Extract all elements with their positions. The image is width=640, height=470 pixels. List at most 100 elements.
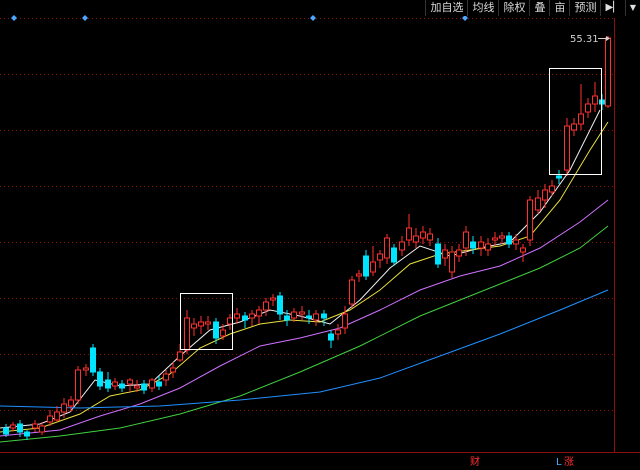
up-candle <box>564 125 570 171</box>
down-candle <box>328 333 334 341</box>
highlight-box-right <box>549 68 602 175</box>
up-candle <box>520 247 526 253</box>
up-candle <box>492 237 498 241</box>
up-candle <box>605 37 611 107</box>
diamond-marker-icon <box>11 15 17 21</box>
top-markers <box>11 15 468 21</box>
marker-l: L <box>556 457 562 468</box>
candlesticks <box>3 36 611 440</box>
up-candle <box>499 235 505 239</box>
up-candle <box>427 233 433 241</box>
up-candle <box>234 313 240 319</box>
down-candle <box>277 295 283 315</box>
up-candle <box>406 227 412 241</box>
overlay-button[interactable]: 叠 <box>529 0 549 16</box>
up-candle <box>112 381 118 387</box>
up-candle <box>220 329 226 337</box>
up-candle <box>263 301 269 311</box>
down-candle <box>506 235 512 245</box>
marker-cai: 财 <box>470 455 480 468</box>
down-candle <box>321 313 327 319</box>
up-candle <box>127 379 133 385</box>
down-candle <box>284 315 290 321</box>
down-candle <box>17 423 23 433</box>
up-candle <box>163 373 169 381</box>
up-candle <box>399 241 405 251</box>
up-candle <box>313 313 319 321</box>
up-candle <box>463 231 469 249</box>
down-candle <box>363 255 369 277</box>
down-candle <box>24 431 30 437</box>
down-candle <box>97 371 103 387</box>
down-candle <box>141 383 147 391</box>
ex-rights-button[interactable]: 除权 <box>498 0 529 16</box>
up-candle <box>32 423 38 429</box>
ma60-line <box>0 289 609 409</box>
down-candle <box>105 379 111 389</box>
down-candle <box>3 427 9 435</box>
up-candle <box>413 235 419 243</box>
down-candle <box>556 175 562 179</box>
up-candle <box>170 367 176 373</box>
up-candle <box>549 185 555 193</box>
up-candle <box>68 399 74 407</box>
up-candle <box>249 313 255 319</box>
dropdown-arrow-icon[interactable]: ▼ <box>624 0 640 16</box>
up-candle <box>542 189 548 201</box>
up-candle <box>184 317 190 351</box>
up-candle <box>149 379 155 389</box>
moving-average-button[interactable]: 均线 <box>467 0 498 16</box>
up-candle <box>256 309 262 317</box>
chart-grid <box>0 18 640 453</box>
ma5-line <box>0 109 601 429</box>
up-candle <box>75 369 81 401</box>
up-candle <box>356 273 362 277</box>
up-candle <box>198 321 204 327</box>
up-candle <box>342 313 348 329</box>
up-candle <box>527 199 533 241</box>
up-candle <box>513 239 519 245</box>
ma10-line <box>0 121 609 433</box>
up-candle <box>535 197 541 211</box>
down-candle <box>242 315 248 321</box>
down-candle <box>90 347 96 373</box>
marker-zhang: 涨 <box>564 456 574 468</box>
down-candle <box>119 383 125 389</box>
up-candle <box>291 311 297 319</box>
up-candle <box>592 95 598 105</box>
up-candle <box>205 321 211 325</box>
up-candle <box>370 261 376 273</box>
add-watchlist-button[interactable]: 加自选 <box>425 0 467 16</box>
up-candle <box>39 425 45 433</box>
up-candle <box>227 317 233 325</box>
up-candle <box>420 231 426 239</box>
max-price-label: 55.31 <box>570 34 599 45</box>
down-candle <box>213 321 219 339</box>
up-candle <box>384 237 390 259</box>
down-candle <box>306 315 312 319</box>
up-candle <box>478 241 484 249</box>
up-candle <box>571 123 577 131</box>
ma30-line <box>0 225 609 443</box>
forecast-button[interactable]: 预测 <box>569 0 600 16</box>
up-candle <box>349 279 355 305</box>
up-candle <box>191 323 197 329</box>
max-price-arrow-icon <box>606 36 610 41</box>
up-candle <box>335 329 341 335</box>
up-candle <box>177 351 183 361</box>
highlight-box-left <box>180 293 233 350</box>
up-candle <box>270 297 276 301</box>
down-candle <box>470 241 476 249</box>
up-candle <box>585 103 591 113</box>
up-candle <box>47 415 53 423</box>
diamond-marker-icon <box>462 15 468 21</box>
down-candle <box>435 243 441 265</box>
up-candle <box>54 411 60 421</box>
down-candle <box>391 247 397 263</box>
up-candle <box>449 251 455 273</box>
up-candle <box>61 403 67 413</box>
highlight-boxes <box>180 68 602 350</box>
window-button[interactable]: 亩 <box>549 0 569 16</box>
pin-icon[interactable]: ▶▏ <box>600 0 624 16</box>
